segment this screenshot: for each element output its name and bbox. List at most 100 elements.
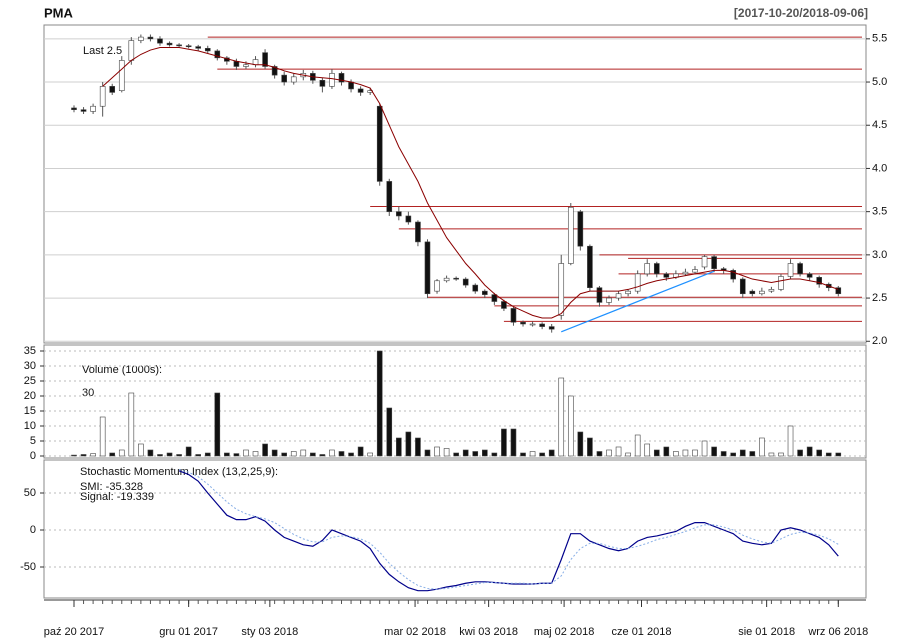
volume-bar [577, 431, 584, 457]
candle-body [787, 263, 794, 277]
candle-body [290, 76, 297, 83]
candle-body [443, 277, 450, 282]
smi-panel [43, 459, 867, 599]
x-tick-label: kwi 03 2018 [459, 626, 518, 638]
volume-bar [71, 454, 77, 457]
candle-body [615, 293, 622, 299]
volume-bar [739, 449, 746, 457]
candle-body [806, 273, 813, 278]
candle-body [663, 273, 670, 278]
volume-bar [338, 451, 345, 457]
volume-bar [596, 451, 603, 457]
candle-body [539, 323, 545, 327]
candle-body [338, 73, 345, 83]
candle-body [797, 263, 803, 275]
candle-body [329, 73, 335, 87]
y-tick-label: 4.0 [872, 162, 887, 174]
candle-body [510, 308, 517, 323]
candle-body [118, 60, 125, 91]
volume-bar [204, 452, 211, 457]
smi-title: Stochastic Momentum Index (13,2,25,9): [80, 466, 278, 478]
volume-bar [587, 437, 593, 457]
candle-body [520, 321, 526, 325]
volume-bar [367, 452, 373, 457]
volume-bar [376, 350, 383, 457]
candle-body [567, 207, 574, 264]
volume-bar [195, 454, 201, 457]
volume-bar [701, 440, 708, 457]
volume-bar [424, 449, 431, 457]
volume-bar [797, 449, 803, 457]
trend-line [561, 270, 715, 333]
volume-bar [625, 452, 631, 457]
volume-bar [558, 377, 565, 457]
volume-bar [539, 452, 545, 457]
volume-bar [405, 431, 412, 457]
volume-bar [386, 407, 393, 457]
candle-body [778, 276, 784, 290]
y-tick-label: 2.5 [872, 292, 887, 304]
y-tick-label: 10 [24, 420, 36, 432]
volume-bar [768, 452, 775, 457]
volume-bar [262, 443, 268, 457]
volume-bar [653, 449, 660, 457]
candle-body [634, 273, 641, 292]
volume-bar [147, 449, 154, 457]
x-tick-label: sty 03 2018 [241, 626, 298, 638]
candle-body [548, 326, 555, 330]
volume-bar [185, 446, 192, 457]
candle-body [835, 287, 842, 295]
candle-body [558, 263, 565, 316]
volume-bar [825, 452, 832, 457]
candle-body [109, 86, 116, 93]
candle-body [730, 270, 737, 280]
volume-bar [673, 451, 679, 457]
volume-bar [271, 449, 278, 457]
candle-body [90, 105, 96, 112]
y-tick-label: 50 [24, 487, 36, 499]
y-tick-label: 5 [30, 435, 36, 447]
candle-body [80, 109, 87, 112]
candle-body [243, 64, 249, 67]
y-tick-label: 35 [24, 345, 36, 357]
volume-bar [319, 454, 326, 457]
volume-last: 30 [82, 387, 94, 399]
volume-bar [692, 449, 698, 457]
volume-bar [816, 449, 822, 457]
volume-bar [166, 452, 173, 457]
volume-bar [357, 446, 364, 457]
legend-entry: Signal: -19.339 [80, 491, 154, 503]
candle-body [157, 38, 163, 44]
volume-bar [300, 449, 307, 457]
chart-title: PMA [44, 5, 74, 20]
volume-title: Volume (1000s): [82, 364, 162, 376]
candle-body [711, 256, 717, 269]
candle-body [701, 256, 708, 268]
candle-body [577, 211, 584, 247]
x-tick-label: gru 01 2017 [159, 626, 218, 638]
candle-body [625, 290, 631, 295]
volume-bar [138, 443, 144, 457]
candle-body [185, 45, 192, 48]
candle-body [396, 211, 402, 217]
candle-body [587, 245, 593, 288]
volume-bar [453, 452, 459, 457]
y-tick-label: 2.0 [872, 335, 887, 347]
y-tick-label: 5.5 [872, 33, 887, 45]
candle-body [147, 36, 154, 40]
volume-bar [529, 451, 536, 457]
candle-body [768, 289, 775, 292]
candle-body [99, 86, 106, 107]
candle-body [434, 280, 440, 292]
candle-body [214, 50, 221, 59]
candle-body [644, 263, 651, 275]
volume-bar [548, 449, 555, 457]
volume-bar [348, 452, 354, 457]
volume-bar [128, 392, 135, 457]
candle-body [692, 269, 698, 273]
volume-bar [606, 449, 612, 457]
candle-body [166, 42, 173, 46]
candle-body [204, 48, 211, 52]
candle-body [281, 74, 287, 83]
y-tick-label: 4.5 [872, 119, 887, 131]
